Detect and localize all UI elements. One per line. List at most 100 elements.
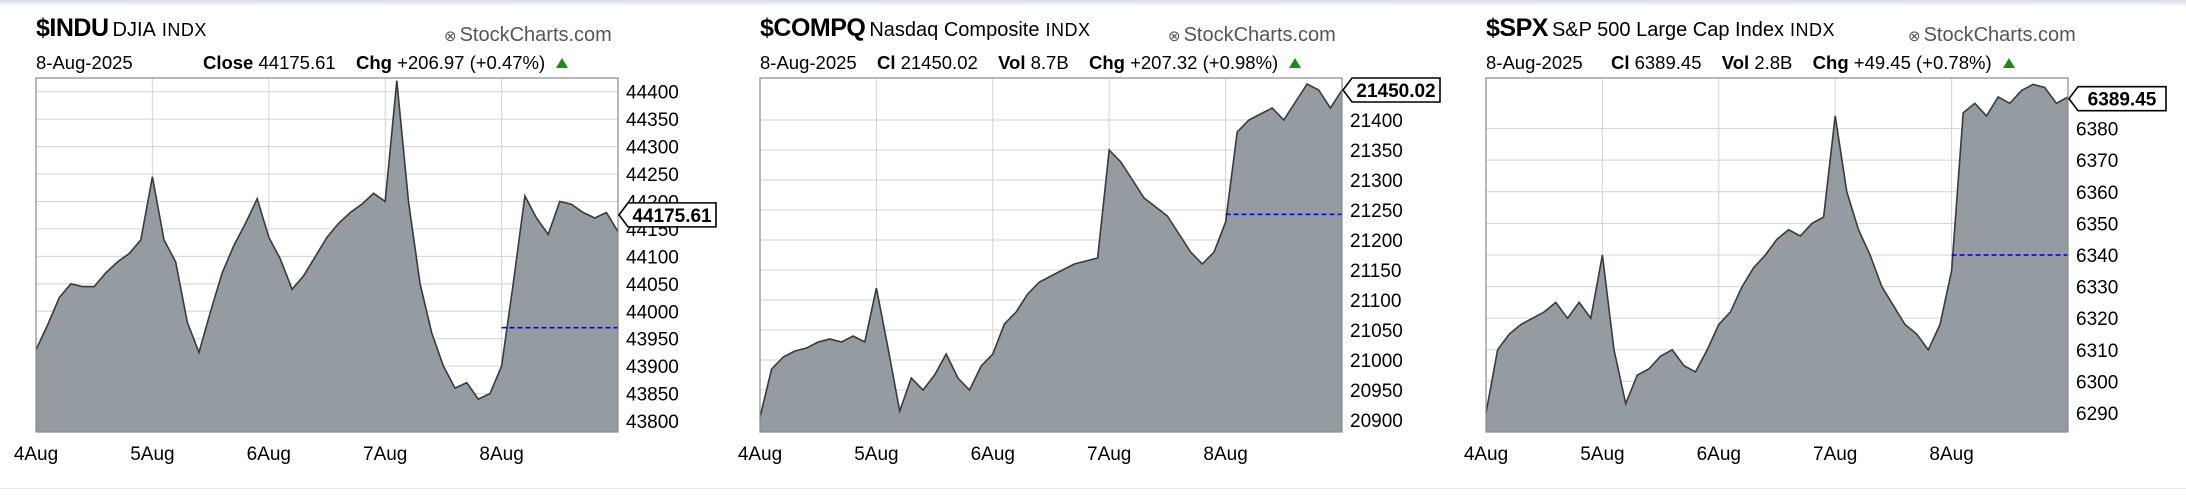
chart-name: S&P 500 Large Cap Index [1551,19,1784,41]
y-tick-label: 6350 [2076,214,2118,235]
x-tick-label: 4Aug [738,444,782,465]
y-tick-label: 6310 [2076,341,2118,362]
y-tick-label: 6360 [2076,183,2118,204]
y-tick-label: 6370 [2076,151,2118,172]
chart-header: $INDU DJIA INDX [36,14,207,44]
chart-panel-spx: $SPX S&P 500 Large Cap Index INDX ⊗ StockCh… [1464,14,2186,484]
stockcharts-watermark: ⊗ StockCharts.com [1908,24,2076,46]
chart-name: Nasdaq Composite [869,19,1040,41]
last-value-label: 6389.45 [2088,90,2157,111]
chg-label: Chg [1088,52,1125,73]
chart-stats: 8-Aug-2025 Close 44175.61 Chg +206.97 (+… [36,52,569,76]
y-tick-label: 43900 [626,357,679,378]
plot-frame [759,77,1343,433]
x-tick-label: 6Aug [1697,444,1741,465]
vol-value: 2.8B [1754,52,1793,73]
y-tick-label: 44400 [626,83,679,104]
x-tick-label: 7Aug [1813,444,1857,465]
chart-panel-compq: $COMPQ Nasdaq Composite INDX ⊗ StockCharts.… [738,14,1470,484]
last-value-tag [618,202,717,228]
y-tick-label: 20900 [1350,411,1403,432]
chart-date: 8-Aug-2025 [1486,52,1583,73]
y-tick-label: 43950 [626,330,679,351]
price-line [35,80,619,401]
x-tick-label: 5Aug [854,444,898,465]
chart-name: DJIA [112,19,156,41]
y-tick-label: 44050 [626,275,679,296]
chg-value: +206.97 (+0.47%) [397,52,546,73]
y-tick-label: 21350 [1350,141,1403,162]
vol-label: Vol [998,52,1026,73]
y-tick-label: 6380 [2076,120,2118,141]
price-area [36,80,618,432]
cl-value: 6389.45 [1634,52,1702,73]
cl-label: Cl [876,52,896,73]
last-value-label: 21450.02 [1356,81,1435,102]
price-line [759,82,1343,418]
x-tick-label: 4Aug [14,444,58,465]
chart-exchange: INDX [1789,20,1835,40]
chart-date: 8-Aug-2025 [760,52,857,73]
chart-stats: 8-Aug-2025 Cl 6389.45 Vol 2.8B Chg +49.4… [1486,52,2015,76]
chg-label: Chg [1812,52,1849,73]
chart-header: $COMPQ Nasdaq Composite INDX [760,14,1090,44]
up-arrow-icon [2002,58,2015,68]
x-tick-label: 5Aug [1580,444,1624,465]
cl-value: 21450.02 [900,52,978,73]
plot-frame [35,77,619,433]
chart-symbol: $SPX [1486,14,1548,42]
y-tick-label: 21000 [1350,351,1403,372]
y-tick-label: 6300 [2076,372,2118,393]
chart-date: 8-Aug-2025 [36,52,133,73]
chart-exchange: INDX [1045,20,1091,40]
x-tick-label: 6Aug [971,444,1015,465]
page-bottom-divider [0,488,2186,489]
x-tick-label: 8Aug [1929,444,1973,465]
y-tick-label: 44000 [626,302,679,323]
last-value-label: 44175.61 [632,206,712,227]
x-tick-label: 7Aug [1087,444,1131,465]
x-tick-label: 8Aug [479,444,523,465]
stockcharts-watermark: ⊗ StockCharts.com [1168,24,1336,46]
vol-value: 8.7B [1030,52,1069,73]
y-tick-label: 21400 [1350,111,1403,132]
y-tick-label: 6290 [2076,404,2118,425]
top-strip [0,0,2186,7]
chg-value: +49.45 (+0.78%) [1853,52,1992,73]
x-tick-label: 4Aug [1464,444,1508,465]
y-tick-label: 21100 [1350,291,1401,312]
x-tick-label: 6Aug [247,444,291,465]
price-line [1485,83,2069,414]
price-chart: 20900 20950 21000 21050 21100 21150 21200 21250… [738,77,1441,465]
chg-label: Chg [355,52,392,73]
chart-panel-indu: $INDU DJIA INDX ⊗ StockCharts.com 8-Aug-202… [14,14,746,484]
y-tick-label: 44250 [626,165,679,186]
last-value-tag [2068,85,2167,112]
x-tick-label: 8Aug [1203,444,1247,465]
plot-frame [1485,77,2069,433]
close-value: 44175.61 [258,52,336,73]
y-tick-label: 44300 [626,138,679,159]
price-chart: 6290 6300 6310 6320 6330 6340 6350 6360 6370 6380… [1464,77,2167,465]
price-area [760,84,1342,432]
chart-stats: 8-Aug-2025 Cl 21450.02 Vol 8.7B Chg +207… [760,52,1302,76]
price-chart: 4380043850439004395044000440504410044150… [14,77,717,465]
chart-symbol: $INDU [36,14,109,42]
y-tick-label: 44100 [626,247,679,268]
up-arrow-icon [1289,58,1302,68]
price-area [1486,84,2068,433]
y-tick-label: 43800 [626,412,679,433]
last-value-tag [1342,77,1441,103]
cl-label: Cl [1610,52,1630,73]
y-tick-label: 6330 [2076,278,2118,299]
chart-header: $SPX S&P 500 Large Cap Index INDX [1486,14,1835,44]
watermark-logo-icon: ⊗ [1908,28,1921,45]
up-arrow-icon [556,58,569,68]
x-tick-label: 5Aug [130,444,174,465]
y-tick-label: 6320 [2076,309,2118,330]
x-tick-label: 7Aug [363,444,407,465]
y-tick-label: 21150 [1350,261,1401,282]
vol-label: Vol [1721,52,1750,73]
y-tick-label: 21300 [1350,171,1403,192]
stockcharts-watermark: ⊗ StockCharts.com [444,24,612,46]
